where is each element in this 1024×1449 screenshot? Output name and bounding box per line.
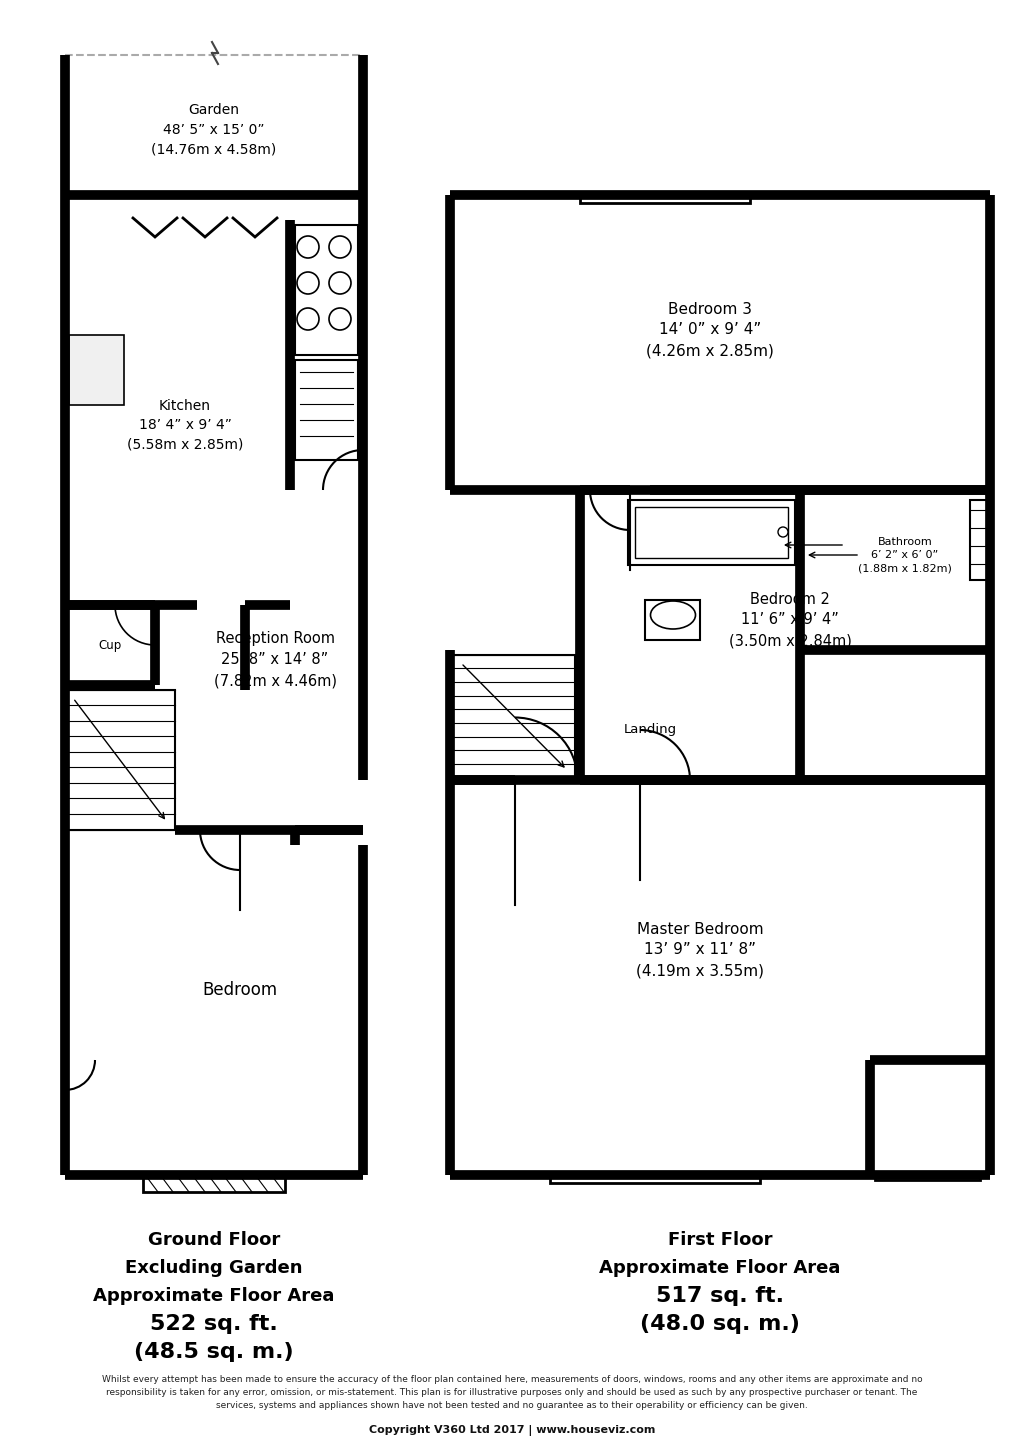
Text: Bedroom 3
14’ 0” x 9’ 4”
(4.26m x 2.85m): Bedroom 3 14’ 0” x 9’ 4” (4.26m x 2.85m) [646, 301, 774, 358]
Text: (48.5 sq. m.): (48.5 sq. m.) [134, 1342, 294, 1362]
Bar [635, 507, 788, 558]
Text: Reception Room
25’ 8” x 14’ 8”
(7.82m x 4.46m): Reception Room 25’ 8” x 14’ 8” (7.82m x … [213, 632, 337, 688]
Bar [645, 600, 700, 640]
Circle shape [329, 272, 351, 294]
Bar [295, 225, 358, 355]
Text: Kitchen
18’ 4” x 9’ 4”
(5.58m x 2.85m): Kitchen 18’ 4” x 9’ 4” (5.58m x 2.85m) [127, 398, 243, 452]
Text: Ground Floor: Ground Floor [147, 1232, 281, 1249]
Text: Bathroom
6’ 2” x 6’ 0”
(1.88m x 1.82m): Bathroom 6’ 2” x 6’ 0” (1.88m x 1.82m) [858, 536, 952, 574]
Text: Master Bedroom
13’ 9” x 11’ 8”
(4.19m x 3.55m): Master Bedroom 13’ 9” x 11’ 8” (4.19m x … [636, 922, 764, 978]
Circle shape [778, 527, 788, 538]
Bar [628, 500, 795, 565]
Ellipse shape [650, 601, 695, 629]
Circle shape [329, 236, 351, 258]
Text: Excluding Garden: Excluding Garden [125, 1259, 303, 1277]
Text: 517 sq. ft.: 517 sq. ft. [656, 1287, 784, 1306]
Text: Bedroom: Bedroom [203, 981, 278, 998]
Text: Copyright V360 Ltd 2017 | www.houseviz.com: Copyright V360 Ltd 2017 | www.houseviz.c… [369, 1424, 655, 1436]
Circle shape [329, 309, 351, 330]
Text: Whilst every attempt has been made to ensure the accuracy of the floor plan cont: Whilst every attempt has been made to en… [101, 1375, 923, 1410]
Circle shape [297, 309, 319, 330]
Circle shape [297, 272, 319, 294]
Bar [453, 655, 575, 778]
Text: (48.0 sq. m.): (48.0 sq. m.) [640, 1314, 800, 1335]
Text: Landing: Landing [624, 723, 677, 736]
Text: Garden
48’ 5” x 15’ 0”
(14.76m x 4.58m): Garden 48’ 5” x 15’ 0” (14.76m x 4.58m) [152, 103, 276, 156]
Bar [69, 335, 124, 406]
Bar [874, 1172, 980, 1179]
Bar [65, 690, 175, 830]
Circle shape [297, 236, 319, 258]
Bar [550, 1175, 760, 1182]
Text: First Floor: First Floor [668, 1232, 772, 1249]
Text: Cup: Cup [98, 639, 122, 652]
Text: Bedroom 2
11’ 6” x 9’ 4”
(3.50m x 2.84m): Bedroom 2 11’ 6” x 9’ 4” (3.50m x 2.84m) [728, 591, 851, 649]
Text: Approximate Floor Area: Approximate Floor Area [599, 1259, 841, 1277]
Bar [970, 500, 990, 580]
Text: 522 sq. ft.: 522 sq. ft. [151, 1314, 278, 1335]
Text: Approximate Floor Area: Approximate Floor Area [93, 1287, 335, 1306]
Bar [295, 359, 358, 459]
Bar [580, 196, 750, 203]
Bar [143, 1172, 285, 1193]
